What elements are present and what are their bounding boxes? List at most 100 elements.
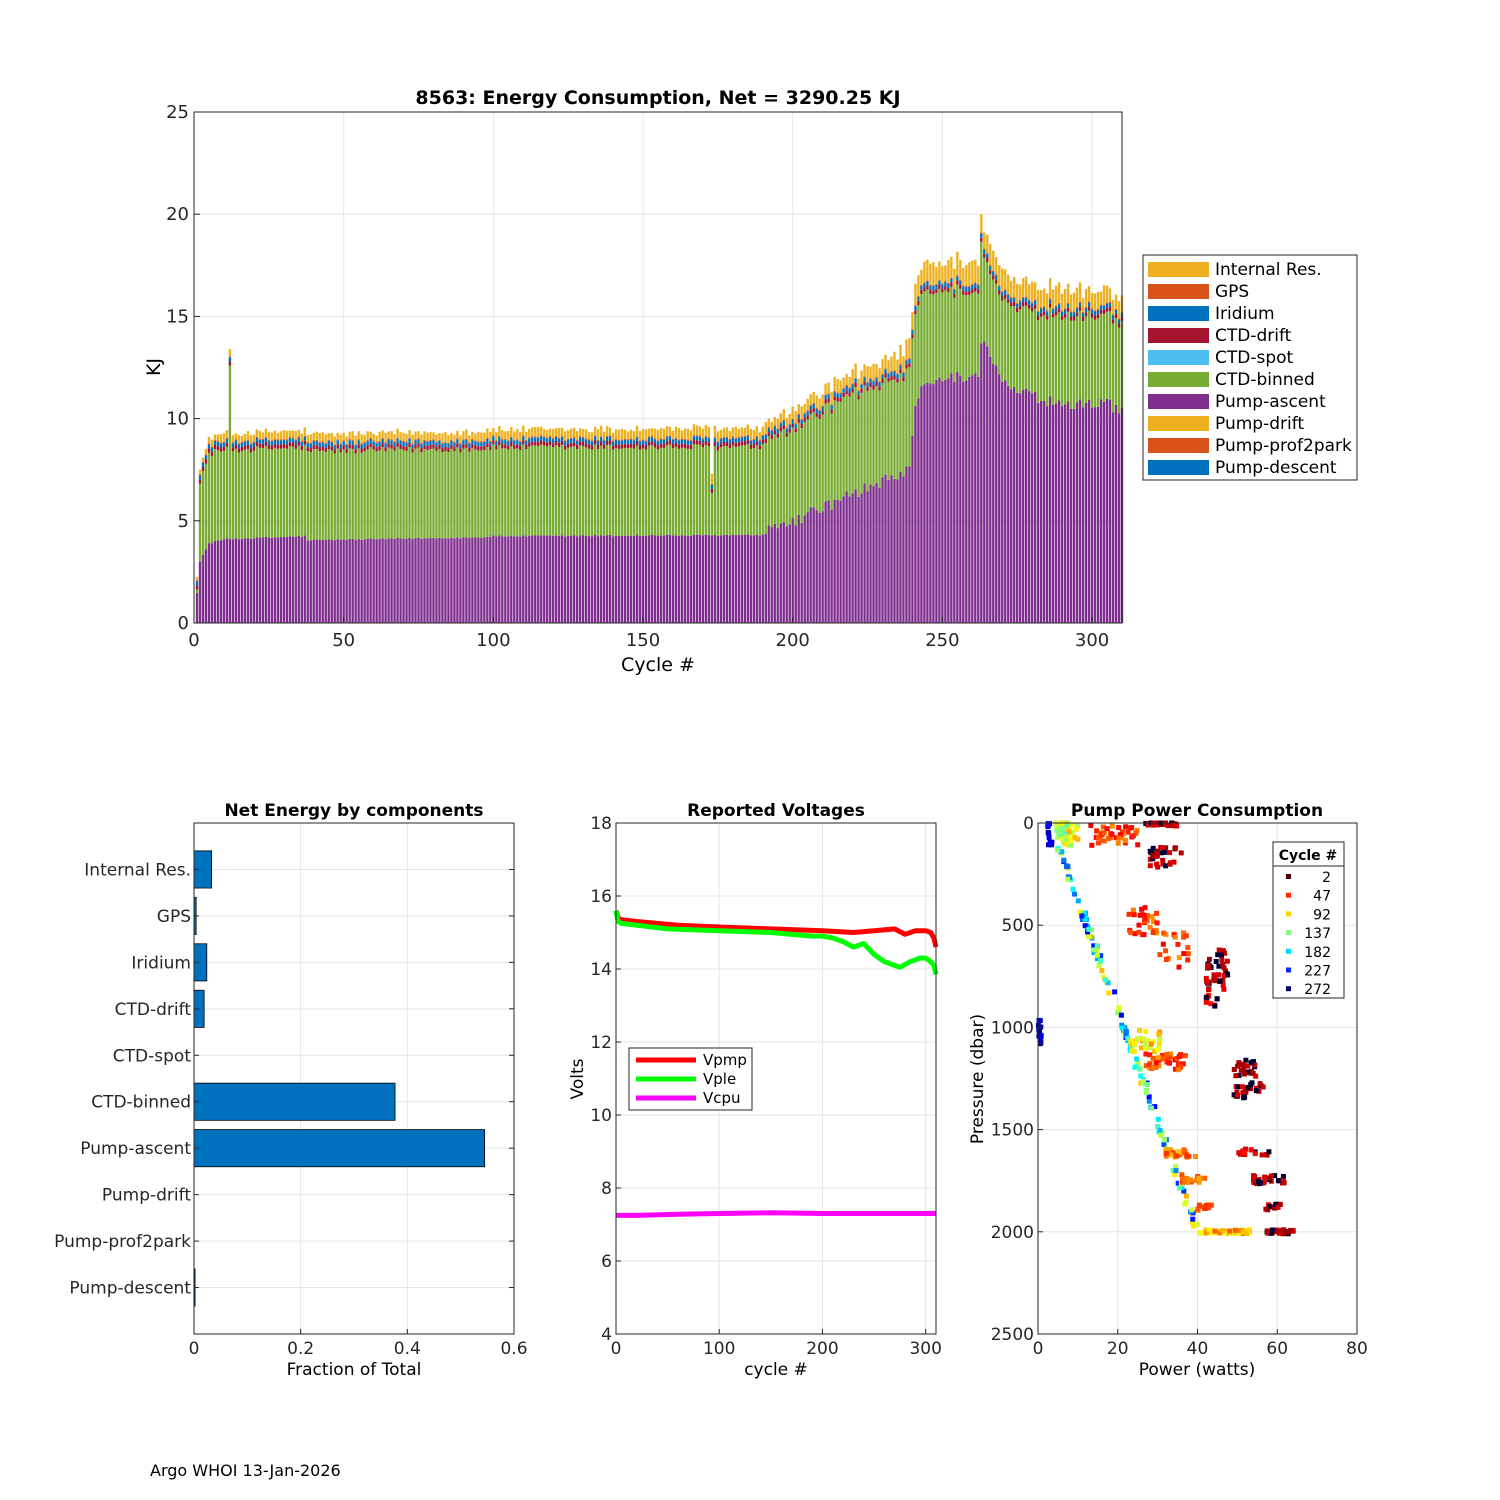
bar-segment (321, 432, 324, 442)
scatter-point (1178, 850, 1184, 856)
bar-segment (800, 418, 803, 420)
bar-segment (438, 444, 441, 449)
bar-segment (246, 538, 250, 623)
bar-segment (806, 410, 809, 412)
bar-segment (953, 289, 956, 294)
bar-segment (578, 441, 582, 446)
bar-segment (252, 434, 256, 442)
bar-segment (695, 440, 699, 445)
bar-segment (941, 266, 944, 284)
scatter-point (1262, 1174, 1268, 1180)
bar-segment (1075, 287, 1079, 308)
bar-segment (953, 293, 956, 298)
bar-segment (710, 493, 714, 536)
scatter-point (1236, 1060, 1242, 1066)
bar-segment (704, 424, 708, 436)
bar-segment (782, 521, 785, 623)
bar-segment (680, 535, 684, 623)
bar-segment (746, 436, 749, 441)
bar-segment (842, 392, 845, 397)
scatter-point (1099, 968, 1105, 974)
scatter-point (1075, 898, 1081, 904)
bar-segment (725, 446, 729, 535)
bar-segment (315, 539, 318, 623)
scatter-point (1055, 847, 1061, 853)
bar-segment (327, 433, 330, 440)
y-tick-label: 25 (166, 102, 189, 123)
bar-segment (540, 435, 543, 437)
bar-segment (558, 437, 561, 439)
bar-segment (324, 451, 327, 541)
bar-segment (465, 439, 468, 444)
bar-segment (195, 581, 199, 586)
scatter-point (1212, 1228, 1218, 1234)
bar-segment (860, 383, 863, 385)
bar-segment (650, 535, 654, 623)
bar-segment (683, 443, 687, 448)
bar-segment (794, 525, 797, 623)
bar-segment (222, 433, 226, 442)
bar-segment (593, 535, 597, 623)
bar-segment (465, 447, 468, 538)
scatter-point (1160, 861, 1166, 867)
bar-segment (806, 415, 809, 420)
bar-segment (1022, 296, 1025, 298)
scatter-point (1131, 912, 1137, 918)
scatter-point (1216, 947, 1222, 953)
bar-segment (1105, 311, 1109, 399)
scatter-point (1136, 929, 1142, 935)
bar-segment (240, 441, 244, 443)
bar-segment (944, 379, 947, 623)
bar-segment (507, 536, 510, 623)
scatter-point (1147, 924, 1153, 930)
bar-segment (830, 391, 833, 405)
bar-segment (572, 438, 576, 443)
scatter-point (1235, 1063, 1240, 1069)
bar-segment (671, 438, 675, 440)
bar-segment (620, 448, 624, 536)
bar-segment (231, 539, 235, 623)
bar-segment (1114, 404, 1118, 623)
bar-segment (971, 289, 974, 294)
bar-segment (429, 445, 432, 450)
scatter-point (1047, 839, 1053, 845)
bar-segment (665, 534, 669, 623)
bar-segment (692, 440, 696, 445)
bar-segment (854, 382, 857, 388)
bar-segment (456, 537, 459, 623)
scatter-point (1150, 821, 1156, 827)
component-chart-axes-box (193, 822, 515, 1335)
bar-segment (647, 445, 651, 536)
bar-segment (569, 428, 573, 438)
bar-segment (405, 433, 408, 442)
bar-segment (587, 431, 591, 440)
bar-segment (959, 279, 962, 281)
scatter-point (1143, 1063, 1149, 1069)
bar-segment (363, 443, 366, 448)
bar-segment (860, 388, 863, 393)
bar-segment (558, 446, 561, 536)
bar-segment (620, 440, 624, 445)
bar-segment (1013, 297, 1016, 303)
scatter-point (1151, 1065, 1157, 1070)
bar-segment (393, 446, 396, 451)
scatter-point (1179, 1177, 1185, 1183)
bar-segment (683, 428, 687, 439)
bar-segment (863, 385, 866, 484)
bar-segment (887, 377, 890, 382)
x-tick-label: 0 (188, 630, 199, 651)
bar-segment (776, 428, 779, 430)
bar-segment (279, 537, 283, 623)
scatter-point (1119, 1025, 1125, 1031)
bar-segment (468, 435, 471, 443)
bar-segment (572, 446, 576, 536)
bar-segment (237, 539, 241, 623)
bar-segment (905, 466, 908, 623)
bar-segment (872, 363, 875, 381)
bar-segment (893, 478, 896, 623)
bar-segment (614, 429, 618, 439)
bar-segment (881, 359, 884, 374)
bar-segment (800, 428, 803, 523)
